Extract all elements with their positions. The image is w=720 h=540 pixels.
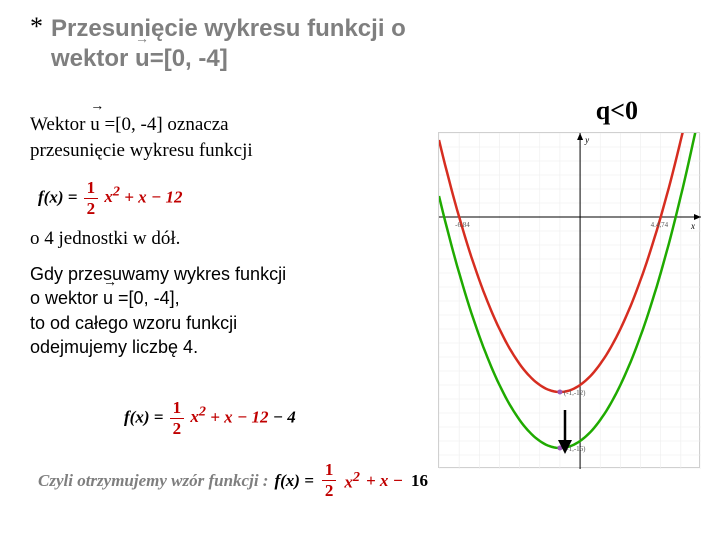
f2-fraction: 12 bbox=[170, 398, 185, 439]
final-lhs: f(x) = bbox=[274, 471, 313, 491]
svg-text:y: y bbox=[584, 135, 589, 145]
body3-l2-post: =[0, -4], bbox=[113, 288, 180, 308]
body1-l2: przesunięcie wykresu funkcji bbox=[30, 140, 253, 161]
title-line2-prefix: wektor bbox=[51, 45, 135, 72]
final-sixteen: 16 bbox=[411, 471, 428, 491]
f2-lhs: f(x) = bbox=[124, 407, 168, 426]
body1-vector-u: u bbox=[90, 112, 100, 138]
final-lead: Czyli otrzymujemy wzór funkcji : bbox=[38, 471, 268, 491]
title-text: Przesunięcie wykresu funkcji o wektor u=… bbox=[51, 14, 406, 74]
f2-x2: x2 bbox=[190, 407, 206, 426]
body-text-2: o 4 jednostki w dół. bbox=[30, 228, 180, 250]
body3-vector-u: u bbox=[103, 286, 113, 310]
body1-l1-post: =[0, -4] oznacza bbox=[100, 114, 229, 135]
f1-minus12: − 12 bbox=[151, 187, 183, 206]
body3-l4: odejmujemy liczbę 4. bbox=[30, 337, 198, 357]
final-x2: x2 bbox=[344, 469, 360, 493]
formula-final: Czyli otrzymujemy wzór funkcji : f(x) = … bbox=[38, 460, 428, 501]
f2-plusx: + x bbox=[210, 407, 232, 426]
f1-plusx: + x bbox=[124, 187, 146, 206]
title-line2-suffix: =[0, -4] bbox=[150, 45, 228, 72]
f1-x2: x2 bbox=[104, 187, 120, 206]
formula-original: f(x) = 12 x2 + x − 12 bbox=[38, 178, 183, 219]
title-line-1: Przesunięcie wykresu funkcji o bbox=[51, 15, 406, 42]
svg-text:(-1,-12): (-1,-12) bbox=[564, 389, 586, 397]
body3-l2-pre: o wektor bbox=[30, 288, 103, 308]
body-text-1: Wektor u =[0, -4] oznacza przesunięcie w… bbox=[30, 112, 253, 163]
final-plusx: + x − bbox=[366, 471, 403, 491]
title-vector-u: u bbox=[135, 44, 150, 74]
slide-title: * Przesunięcie wykresu funkcji o wektor … bbox=[30, 14, 700, 74]
f2-minus4: − 4 bbox=[273, 407, 296, 426]
body3-l3: to od całego wzoru funkcji bbox=[30, 313, 237, 333]
f1-fraction: 12 bbox=[84, 178, 99, 219]
svg-text:x: x bbox=[690, 221, 695, 231]
bullet-asterisk: * bbox=[30, 14, 43, 40]
down-arrow-icon bbox=[554, 408, 576, 454]
svg-text:4.4,74: 4.4,74 bbox=[651, 221, 669, 229]
f1-lhs: f(x) = bbox=[38, 187, 82, 206]
formula-shifted: f(x) = 12 x2 + x − 12 − 4 bbox=[124, 398, 296, 439]
svg-text:-6.84: -6.84 bbox=[455, 221, 470, 229]
body1-l1-pre: Wektor bbox=[30, 114, 90, 135]
body3-l1: Gdy przesuwamy wykres funkcji bbox=[30, 264, 286, 284]
q-label: q<0 bbox=[596, 96, 638, 126]
body-text-3: Gdy przesuwamy wykres funkcji o wektor u… bbox=[30, 262, 286, 359]
final-fraction: 12 bbox=[322, 460, 337, 501]
f2-minus12: − 12 bbox=[237, 407, 269, 426]
